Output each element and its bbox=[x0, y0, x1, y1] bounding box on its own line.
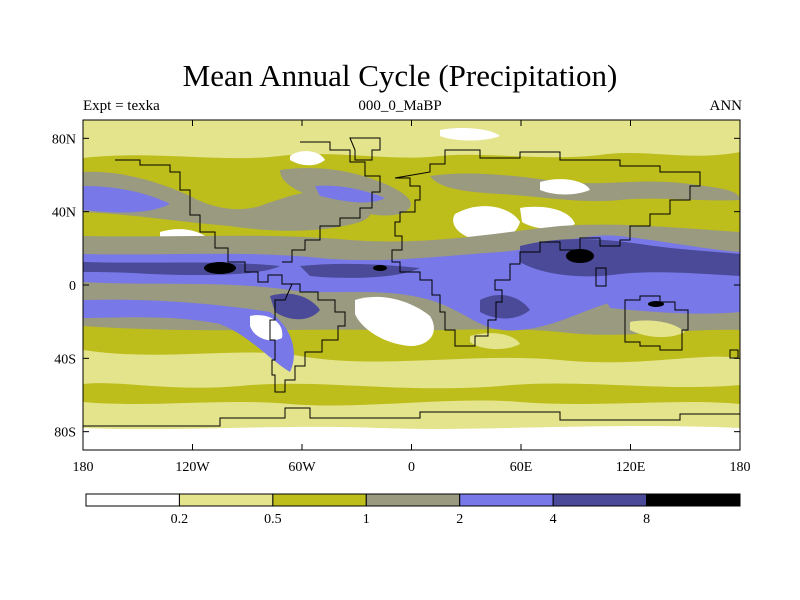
colorbar-label: 0.5 bbox=[264, 512, 282, 527]
colorbar-label: 2 bbox=[456, 512, 463, 527]
field-antarctic-white bbox=[83, 426, 740, 450]
colorbar-swatch bbox=[365, 493, 461, 507]
colorbar-swatch bbox=[646, 493, 741, 507]
coast-antarctica bbox=[83, 407, 740, 427]
plot-title: Mean Annual Cycle (Precipitation) bbox=[182, 58, 618, 93]
coast-greenland bbox=[349, 137, 381, 161]
colorbar-swatch bbox=[272, 493, 367, 507]
latitude-axis: 80N 40N 0 40S 80S bbox=[52, 132, 740, 441]
colorbar-swatch bbox=[552, 493, 648, 507]
colorbar-label: 0.2 bbox=[171, 512, 189, 527]
colorbar-label: 8 bbox=[643, 512, 650, 527]
field-arctic-white bbox=[440, 128, 500, 141]
field-atl-dark bbox=[300, 263, 420, 278]
colorbar-label: 1 bbox=[363, 512, 370, 527]
field-sepac-white bbox=[250, 315, 283, 341]
time-label: 000_0_MaBP bbox=[358, 98, 442, 114]
colorbar: 0.2 0.5 1 2 4 8 bbox=[85, 493, 741, 527]
precipitation-field bbox=[83, 120, 740, 450]
field-arabia-white bbox=[520, 206, 575, 230]
coast-india-tip bbox=[595, 267, 607, 287]
field-safrica-light bbox=[470, 333, 520, 350]
lon-tick-label: 180 bbox=[73, 460, 94, 475]
colorbar-swatch bbox=[85, 493, 180, 507]
lon-tick-label: 60E bbox=[510, 460, 533, 475]
field-npacific-blue bbox=[83, 186, 170, 213]
lat-tick-label: 40N bbox=[52, 206, 76, 221]
coast-samerica bbox=[269, 283, 346, 393]
field-asia-dark bbox=[520, 239, 740, 277]
field-max-atl bbox=[373, 265, 387, 271]
lat-tick-label: 0 bbox=[69, 279, 76, 294]
coast-australia bbox=[624, 295, 689, 351]
colorbar-label: 4 bbox=[550, 512, 557, 527]
coast-eurasia-africa bbox=[391, 149, 701, 347]
field-centralasia-white bbox=[540, 179, 590, 195]
lat-tick-label: 80S bbox=[54, 426, 76, 441]
field-max-bengal bbox=[566, 249, 594, 263]
colorbar-swatch bbox=[178, 493, 274, 507]
field-spac-blue bbox=[83, 299, 294, 372]
field-africa-dark bbox=[480, 295, 530, 319]
lon-tick-label: 0 bbox=[408, 460, 415, 475]
longitude-axis: 180 120W 60W 0 60E 120E 180 bbox=[73, 120, 751, 475]
coastlines bbox=[83, 137, 740, 427]
field-australia-light bbox=[630, 320, 685, 338]
lon-tick-label: 120E bbox=[616, 460, 646, 475]
colorbar-swatch bbox=[459, 493, 554, 507]
field-max-epac bbox=[204, 262, 236, 274]
lat-tick-label: 80N bbox=[52, 132, 76, 147]
lon-tick-label: 120W bbox=[175, 460, 210, 475]
lat-tick-label: 40S bbox=[54, 352, 76, 367]
lon-tick-label: 180 bbox=[730, 460, 751, 475]
season-label: ANN bbox=[709, 98, 743, 114]
field-npacific-grey bbox=[83, 171, 371, 231]
field-ioc-blue bbox=[600, 288, 740, 314]
field-sahara-white bbox=[453, 206, 520, 242]
coast-namerica-east bbox=[282, 141, 381, 263]
field-canada-white bbox=[290, 151, 325, 166]
field-satl-white bbox=[355, 296, 434, 346]
experiment-label: Expt = texka bbox=[83, 98, 160, 114]
field-natlantic-blue bbox=[315, 185, 385, 203]
field-south-light bbox=[83, 350, 740, 389]
lon-tick-label: 60W bbox=[288, 460, 316, 475]
field-arctic-light bbox=[83, 120, 740, 159]
coast-namerica-west bbox=[115, 159, 292, 285]
